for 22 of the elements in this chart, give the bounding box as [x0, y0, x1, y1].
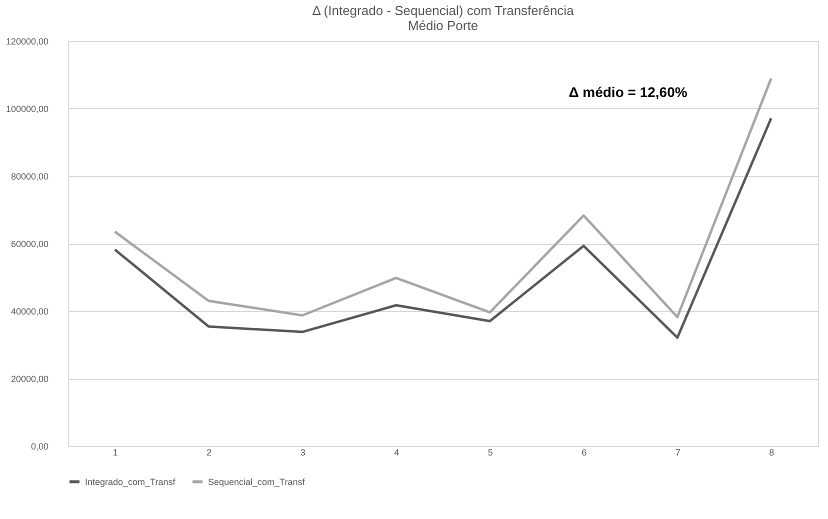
legend-label: Integrado_com_Transf	[85, 476, 176, 487]
y-tick-label: 20000,00	[10, 374, 48, 384]
y-tick-label: 40000,00	[10, 306, 48, 316]
chart-title: Δ (Integrado - Sequencial) com Transferência	[312, 3, 575, 18]
x-tick-label: 7	[675, 448, 680, 458]
x-tick-label: 5	[488, 448, 493, 458]
y-tick-label: 120000,00	[6, 36, 48, 46]
x-tick-label: 8	[769, 448, 774, 458]
x-tick-label: 4	[394, 448, 400, 458]
y-tick-label: 80000,00	[10, 172, 48, 182]
x-tick-label: 2	[206, 448, 212, 458]
annotation: Δ médio = 12,60%	[568, 84, 688, 100]
legend-label: Sequencial_com_Transf	[208, 476, 306, 487]
line-series	[114, 77, 772, 318]
x-tick-label: 3	[300, 448, 306, 458]
x-tick-label: 6	[582, 448, 587, 458]
y-tick-label: 100000,00	[6, 104, 48, 114]
chart-subtitle: Médio Porte	[408, 18, 478, 33]
line-series	[114, 117, 772, 339]
y-tick-label: 0,00	[30, 442, 48, 452]
y-tick-label: 60000,00	[10, 239, 48, 249]
x-tick-label: 1	[112, 448, 118, 458]
